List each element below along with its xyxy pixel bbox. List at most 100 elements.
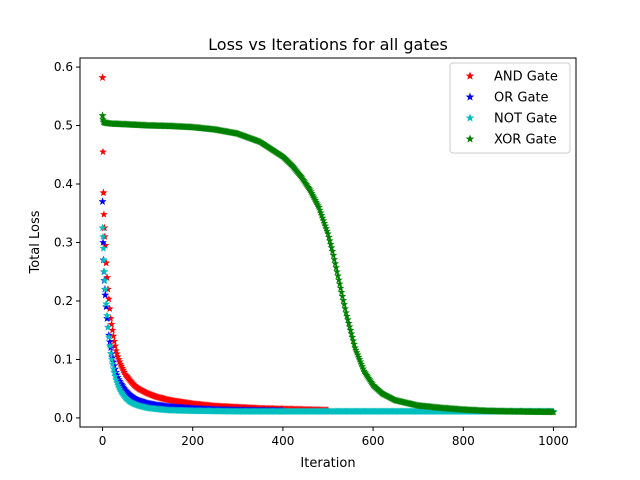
data-point xyxy=(101,241,110,249)
legend-entry: OR Gate xyxy=(465,91,549,106)
data-point xyxy=(320,219,329,227)
data-point xyxy=(300,177,309,186)
data-point xyxy=(359,364,367,373)
x-axis-label: Iteration xyxy=(300,456,355,471)
legend-entry: XOR Gate xyxy=(465,133,557,148)
legend-marker xyxy=(465,134,475,143)
data-point xyxy=(112,346,120,354)
data-point xyxy=(103,311,111,319)
data-point xyxy=(334,271,342,280)
data-point xyxy=(365,375,374,383)
legend-label: AND Gate xyxy=(494,70,558,85)
data-point xyxy=(113,378,121,386)
data-point xyxy=(340,300,349,308)
data-point xyxy=(102,258,110,267)
data-point xyxy=(335,275,343,284)
y-axis-ticks: 0.0 0.1 0.2 0.3 0.4 0.5 0.6 xyxy=(54,60,80,425)
data-point xyxy=(298,175,307,183)
data-point xyxy=(345,322,354,330)
data-point xyxy=(109,364,118,373)
data-point xyxy=(351,343,359,351)
data-point xyxy=(114,373,122,381)
series-xor-gate xyxy=(98,111,558,416)
data-point xyxy=(113,370,121,379)
x-tick-label: 200 xyxy=(181,434,204,448)
data-point xyxy=(119,366,128,374)
data-point xyxy=(105,304,114,313)
data-point xyxy=(362,369,370,378)
data-point xyxy=(100,256,108,264)
data-point xyxy=(110,337,119,345)
data-point xyxy=(352,346,360,354)
chart-title: Loss vs Iterations for all gates xyxy=(208,35,448,54)
data-point xyxy=(306,185,314,194)
data-point xyxy=(108,326,117,334)
data-point xyxy=(105,341,114,350)
data-point xyxy=(120,368,128,376)
data-point xyxy=(106,349,115,357)
data-point xyxy=(304,183,312,191)
data-point xyxy=(119,390,128,399)
x-axis-ticks: 0 200 400 600 800 1000 xyxy=(99,427,569,448)
data-point xyxy=(106,314,115,322)
data-point xyxy=(324,229,332,237)
data-point xyxy=(297,172,305,180)
legend-entry: AND Gate xyxy=(465,70,558,85)
legend-label: OR Gate xyxy=(494,91,549,106)
data-point xyxy=(348,333,357,341)
data-point xyxy=(326,236,334,244)
data-point xyxy=(336,284,345,292)
data-point xyxy=(103,314,111,322)
data-point xyxy=(319,216,328,224)
data-point xyxy=(313,199,321,208)
data-point xyxy=(120,392,128,400)
data-point xyxy=(115,377,124,385)
data-point xyxy=(317,211,326,219)
data-point xyxy=(298,173,306,181)
y-axis-label: Total Loss xyxy=(28,210,43,274)
data-point xyxy=(316,206,324,214)
data-point xyxy=(349,336,358,344)
data-point xyxy=(321,221,330,230)
data-point xyxy=(302,180,311,188)
y-tick-label: 0.2 xyxy=(54,294,73,308)
data-point xyxy=(98,73,107,81)
data-point xyxy=(120,384,128,392)
data-point xyxy=(99,244,108,252)
data-point xyxy=(355,355,364,363)
data-point xyxy=(354,353,363,361)
legend-box xyxy=(449,62,571,154)
data-point xyxy=(99,232,107,240)
data-point xyxy=(118,381,127,389)
data-point xyxy=(103,273,111,281)
data-point xyxy=(360,367,368,375)
data-point xyxy=(339,296,348,304)
data-point xyxy=(343,312,351,320)
data-point xyxy=(111,342,119,350)
data-point xyxy=(323,227,331,235)
data-point xyxy=(119,383,128,391)
data-point xyxy=(318,213,327,222)
data-point xyxy=(117,362,126,370)
legend: AND Gate OR Gate NOT Gate XOR Gate xyxy=(449,62,571,154)
data-point xyxy=(333,267,341,275)
data-point xyxy=(312,198,321,206)
data-point xyxy=(99,147,107,156)
data-point xyxy=(328,247,337,255)
data-point xyxy=(307,187,315,195)
data-point xyxy=(100,210,108,218)
data-point xyxy=(98,111,107,119)
data-point xyxy=(347,329,356,337)
data-point xyxy=(103,119,111,127)
legend-label: XOR Gate xyxy=(494,133,557,148)
data-point xyxy=(301,179,310,187)
data-point xyxy=(316,208,325,216)
data-point xyxy=(110,368,119,377)
data-point xyxy=(113,349,121,357)
data-point xyxy=(105,337,114,346)
data-point xyxy=(105,295,113,303)
data-point xyxy=(305,184,313,192)
data-point xyxy=(116,378,125,387)
data-point xyxy=(357,360,366,368)
y-tick-label: 0.6 xyxy=(54,60,73,74)
